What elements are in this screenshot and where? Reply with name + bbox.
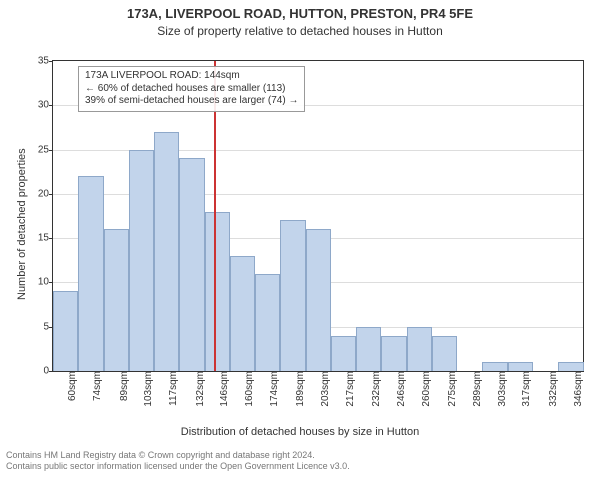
x-tick-label: 246sqm xyxy=(394,371,407,407)
histogram-bar xyxy=(407,327,432,371)
x-tick-label: 289sqm xyxy=(470,371,483,407)
x-tick-label: 60sqm xyxy=(65,371,78,401)
x-tick-label: 117sqm xyxy=(166,371,179,406)
histogram-bar xyxy=(432,336,457,371)
footer: Contains HM Land Registry data © Crown c… xyxy=(6,450,350,472)
histogram-bar xyxy=(558,362,583,371)
y-tick-label: 5 xyxy=(43,321,53,332)
x-tick-label: 89sqm xyxy=(117,371,130,401)
histogram-bar xyxy=(53,291,78,371)
histogram-bar xyxy=(306,229,331,371)
info-box: 173A LIVERPOOL ROAD: 144sqm ← 60% of det… xyxy=(78,66,305,112)
footer-line-2: Contains public sector information licen… xyxy=(6,461,350,472)
x-tick-label: 203sqm xyxy=(318,371,331,407)
info-line-2: ← 60% of detached houses are smaller (11… xyxy=(85,83,298,96)
x-tick-label: 189sqm xyxy=(293,371,306,407)
histogram-bar xyxy=(129,150,154,371)
histogram-bar xyxy=(104,229,129,371)
histogram-bar xyxy=(508,362,533,371)
histogram-bar xyxy=(230,256,255,371)
histogram-bar xyxy=(381,336,406,371)
histogram-bar xyxy=(255,274,280,371)
footer-line-1: Contains HM Land Registry data © Crown c… xyxy=(6,450,350,461)
histogram-bar xyxy=(205,212,230,371)
info-line-3: 39% of semi-detached houses are larger (… xyxy=(85,95,298,108)
x-tick-label: 74sqm xyxy=(90,371,103,401)
x-tick-label: 217sqm xyxy=(343,371,356,407)
histogram-bar xyxy=(482,362,507,371)
chart-title: 173A, LIVERPOOL ROAD, HUTTON, PRESTON, P… xyxy=(0,6,600,21)
x-tick-label: 160sqm xyxy=(242,371,255,407)
x-tick-label: 232sqm xyxy=(369,371,382,407)
histogram-bar xyxy=(331,336,356,371)
info-line-1: 173A LIVERPOOL ROAD: 144sqm xyxy=(85,70,298,83)
histogram-bar xyxy=(356,327,381,371)
x-axis-label: Distribution of detached houses by size … xyxy=(0,426,600,438)
y-tick-label: 25 xyxy=(38,144,53,155)
histogram-bar xyxy=(154,132,179,371)
histogram-bar xyxy=(280,220,305,371)
x-tick-label: 146sqm xyxy=(217,371,230,407)
x-tick-label: 103sqm xyxy=(141,371,154,407)
x-tick-label: 332sqm xyxy=(546,371,559,407)
x-tick-label: 260sqm xyxy=(419,371,432,407)
x-tick-label: 132sqm xyxy=(193,371,206,407)
y-tick-label: 20 xyxy=(38,188,53,199)
histogram-bar xyxy=(78,176,103,371)
y-tick-label: 30 xyxy=(38,100,53,111)
y-tick-label: 15 xyxy=(38,233,53,244)
histogram-bar xyxy=(179,158,204,371)
x-tick-label: 174sqm xyxy=(267,371,280,407)
chart-subtitle: Size of property relative to detached ho… xyxy=(0,24,600,38)
y-axis-label: Number of detached properties xyxy=(16,148,28,300)
y-tick-label: 0 xyxy=(43,366,53,377)
y-tick-label: 10 xyxy=(38,277,53,288)
x-tick-label: 317sqm xyxy=(519,371,532,407)
x-tick-label: 303sqm xyxy=(495,371,508,407)
x-tick-label: 275sqm xyxy=(445,371,458,407)
x-tick-label: 346sqm xyxy=(571,371,584,407)
y-tick-label: 35 xyxy=(38,56,53,67)
